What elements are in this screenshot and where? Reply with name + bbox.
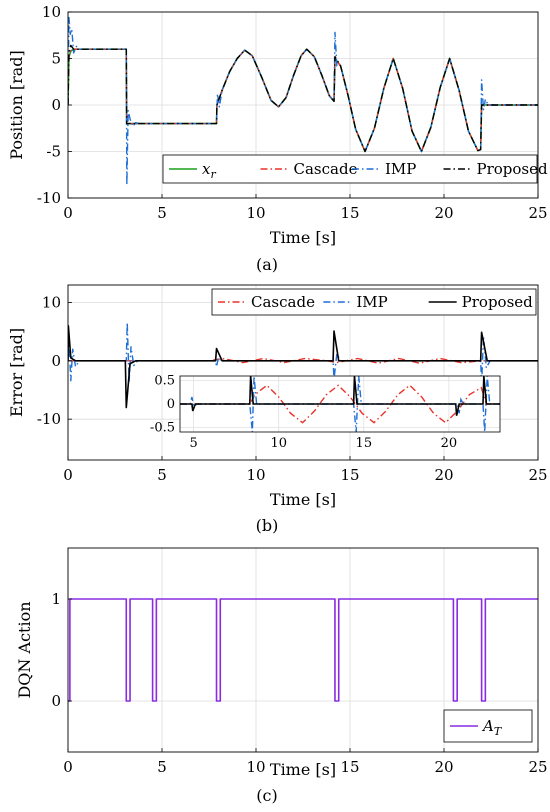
x-tick-label: 10 bbox=[246, 758, 265, 776]
inset-x-tick-label: 20 bbox=[441, 436, 458, 451]
inset-x-tick-label: 5 bbox=[189, 436, 197, 451]
inset-x-tick-label: 15 bbox=[356, 436, 373, 451]
y-tick-label: 5 bbox=[51, 50, 61, 68]
x-tick-label: 15 bbox=[340, 204, 359, 222]
x-tick-label: 10 bbox=[246, 466, 265, 484]
series-line-x bbox=[68, 48, 538, 153]
zoom-inset: 5 10 15 20 0.5 0 -0.5 bbox=[150, 374, 501, 451]
y-tick-label: -5 bbox=[46, 143, 61, 161]
y-tick-label: 0 bbox=[51, 352, 61, 370]
legend-label: IMP bbox=[356, 293, 387, 311]
legend-box bbox=[211, 288, 537, 316]
x-tick-label: 5 bbox=[157, 204, 167, 222]
x-tick-label: 25 bbox=[528, 466, 547, 484]
y-axis-label: Error [rad] bbox=[7, 328, 26, 417]
inset-y-tick-label: 0.5 bbox=[154, 374, 175, 389]
dqn-action-chart: 0 5 10 15 20 25 0 1 Time [s] DQN Action (c) AT bbox=[15, 547, 548, 805]
legend: Cascade IMP Proposed bbox=[211, 288, 537, 316]
x-tick-label: 25 bbox=[528, 204, 547, 222]
y-tick-label: -10 bbox=[37, 410, 61, 428]
panel-label: (a) bbox=[256, 255, 278, 274]
x-tick-label: 5 bbox=[157, 466, 167, 484]
panel-label: (c) bbox=[256, 786, 277, 805]
legend-label: Proposed bbox=[462, 293, 534, 311]
y-axis-label: DQN Action bbox=[15, 601, 34, 698]
legend-label: xr bbox=[202, 160, 216, 181]
position-chart: 0 5 10 15 20 25 -10 -5 0 5 10 Time [s] Position [rad… bbox=[7, 3, 548, 274]
x-tick-label: 15 bbox=[340, 758, 359, 776]
series-line-cascade bbox=[68, 357, 538, 364]
x-tick-label: 0 bbox=[63, 466, 73, 484]
y-tick-label: 10 bbox=[42, 294, 61, 312]
x-tick-label: 20 bbox=[434, 204, 453, 222]
x-tick-label: 20 bbox=[434, 466, 453, 484]
y-tick-label: 0 bbox=[51, 96, 61, 114]
series-line-imp bbox=[68, 321, 538, 385]
series-line-cascade bbox=[68, 48, 538, 153]
plot-frame bbox=[67, 284, 539, 461]
legend-box bbox=[162, 154, 538, 184]
x-axis-label: Time [s] bbox=[270, 228, 336, 247]
y-tick-label: 10 bbox=[42, 3, 61, 21]
legend-label: Cascade bbox=[251, 293, 315, 311]
x-tick-label: 0 bbox=[63, 758, 73, 776]
panel-label: (b) bbox=[256, 516, 279, 535]
x-tick-label: 5 bbox=[157, 758, 167, 776]
inset-y-tick-label: 0 bbox=[167, 397, 175, 412]
plot-frame bbox=[67, 547, 539, 753]
legend-label: Cascade bbox=[294, 160, 358, 178]
series-line-a bbox=[68, 598, 538, 702]
series-group bbox=[68, 598, 538, 702]
legend-label: Proposed bbox=[477, 160, 549, 178]
x-axis-label: Time [s] bbox=[270, 490, 336, 509]
legend-label: IMP bbox=[385, 160, 416, 178]
x-tick-label: 20 bbox=[434, 758, 453, 776]
inset-series-line-proposed bbox=[180, 376, 500, 416]
inset-frame bbox=[179, 375, 501, 433]
x-tick-label: 15 bbox=[340, 466, 359, 484]
legend: AT bbox=[443, 709, 533, 743]
inset-x-tick-label: 10 bbox=[270, 436, 287, 451]
y-tick-label: -10 bbox=[37, 189, 61, 207]
x-tick-label: 25 bbox=[528, 758, 547, 776]
series-group bbox=[68, 16, 538, 186]
y-axis-label: Position [rad] bbox=[7, 50, 26, 160]
legend-label: AT bbox=[481, 717, 503, 738]
x-tick-label: 10 bbox=[246, 204, 265, 222]
series-line-proposed bbox=[68, 44, 538, 153]
x-tick-label: 0 bbox=[63, 204, 73, 222]
y-tick-label: 1 bbox=[51, 590, 61, 608]
series-line-proposed bbox=[68, 325, 538, 409]
inset-y-tick-label: -0.5 bbox=[150, 420, 175, 435]
y-tick-label: 0 bbox=[51, 692, 61, 710]
x-axis-label: Time [s] bbox=[270, 760, 336, 779]
legend: xr Cascade IMP Proposed bbox=[162, 154, 549, 184]
error-chart: 0 5 10 15 20 25 -10 0 10 Time [s] Error [rad] (b) 5 1… bbox=[7, 284, 548, 535]
